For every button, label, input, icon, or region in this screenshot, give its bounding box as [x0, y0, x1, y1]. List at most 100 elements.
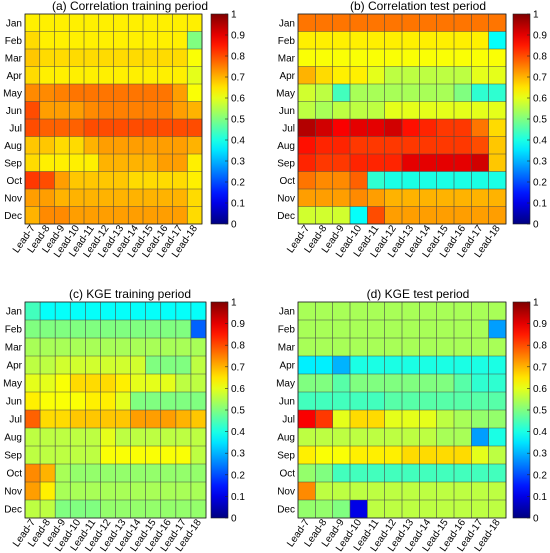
heatmap-cell — [384, 31, 403, 50]
heatmap-cell — [175, 428, 192, 447]
heatmap-cell — [130, 392, 146, 411]
y-tick-label: Dec — [4, 211, 22, 222]
heatmap-cell — [70, 500, 86, 519]
heatmap-cell — [488, 31, 507, 50]
heatmap-cell — [298, 446, 316, 465]
heatmap-cell — [187, 66, 203, 85]
heatmap-cell — [350, 14, 368, 32]
heatmap-cell — [471, 446, 489, 465]
y-tick-label: Jan — [279, 307, 295, 318]
y-tick-label: Mar — [5, 53, 23, 64]
heatmap-cell — [145, 302, 162, 321]
heatmap-cell — [367, 302, 385, 321]
heatmap-cell — [419, 464, 437, 483]
heatmap-cell — [100, 320, 116, 339]
heatmap-cell — [190, 464, 207, 483]
heatmap-cell — [130, 338, 146, 357]
heatmap-cell — [298, 206, 316, 225]
y-tick-label: Jun — [279, 106, 295, 117]
colorbar-tick-label: 0.2 — [231, 470, 245, 481]
heatmap-cell — [55, 356, 71, 375]
y-tick-label: Aug — [277, 141, 295, 152]
heatmap-cell — [332, 374, 351, 393]
heatmap-cell — [419, 446, 437, 465]
heatmap-cell — [402, 49, 420, 67]
heatmap-cell — [367, 14, 385, 32]
heatmap-cell — [39, 84, 55, 102]
heatmap-cell — [128, 206, 144, 225]
heatmap-cell — [471, 14, 489, 32]
heatmap-cell — [315, 66, 333, 85]
heatmap-cell — [298, 392, 316, 411]
colorbar-tick-label: 0.6 — [231, 384, 245, 395]
heatmap-cell — [454, 374, 472, 393]
heatmap-cell — [419, 136, 437, 155]
heatmap-cell — [69, 31, 85, 50]
heatmap-cell — [130, 374, 146, 393]
heatmap-cell — [350, 500, 368, 519]
heatmap-cell — [454, 356, 472, 375]
heatmap-cell — [84, 14, 100, 32]
heatmap-cell — [113, 14, 129, 32]
heatmap-cell — [454, 136, 472, 155]
y-tick-label: Mar — [278, 343, 296, 354]
heatmap-cell — [367, 464, 385, 483]
heatmap-cell — [488, 500, 507, 519]
heatmap-cell — [350, 136, 368, 155]
heatmap-cell — [350, 66, 368, 85]
heatmap-cell — [436, 464, 455, 483]
heatmap-cell — [70, 464, 86, 483]
heatmap-cell — [157, 136, 173, 155]
heatmap-cell — [488, 320, 507, 339]
heatmap-cell — [436, 428, 455, 447]
heatmap-cell — [419, 31, 437, 50]
heatmap-cell — [384, 101, 403, 120]
heatmap-cell — [130, 500, 146, 519]
heatmap-cell — [115, 500, 131, 519]
heatmap-cell — [436, 101, 455, 120]
heatmap-cell — [402, 356, 420, 375]
colorbar-tick-label: 0.6 — [533, 94, 547, 105]
heatmap-cell — [143, 49, 159, 67]
heatmap-cell — [143, 154, 159, 172]
heatmap-cell — [187, 136, 203, 155]
heatmap-cell — [100, 392, 116, 411]
heatmap-cell — [98, 206, 114, 225]
heatmap-cell — [160, 500, 177, 519]
heatmap-cell — [128, 136, 144, 155]
heatmap-cell — [25, 101, 41, 120]
panel-title: (a) Correlation training period — [52, 0, 208, 13]
heatmap-cell — [419, 49, 437, 67]
heatmap-cell — [350, 84, 368, 102]
heatmap-cell — [190, 428, 207, 447]
heatmap-cell — [54, 101, 70, 120]
heatmap-cell — [25, 49, 41, 67]
heatmap-cell — [436, 84, 455, 102]
heatmap-cell — [454, 101, 472, 120]
heatmap-cell — [471, 171, 489, 190]
heatmap-cell — [100, 374, 116, 393]
heatmap-cell — [143, 136, 159, 155]
heatmap-cell — [128, 154, 144, 172]
heatmap-cell — [488, 136, 507, 155]
heatmap-cell — [298, 136, 316, 155]
heatmap-cell — [157, 66, 173, 85]
panel-title: (c) KGE training period — [69, 287, 191, 301]
colorbar-tick-label: 1 — [231, 10, 237, 21]
heatmap-cell — [160, 392, 177, 411]
heatmap-cell — [488, 464, 507, 483]
heatmap-cell — [54, 206, 70, 225]
heatmap-cell — [160, 428, 177, 447]
heatmap-cell — [315, 500, 333, 519]
heatmap-cell — [471, 49, 489, 67]
heatmap-panel-3: (c) KGE training period Jan Feb Mar Apr May Ju… — [3, 287, 245, 553]
heatmap-cell — [160, 482, 177, 501]
heatmap-cell — [84, 171, 100, 190]
heatmap-cell — [145, 374, 162, 393]
heatmap-cell — [315, 119, 333, 137]
heatmap-cell — [160, 356, 177, 375]
heatmap-cell — [471, 464, 489, 483]
heatmap-cell — [471, 189, 489, 207]
heatmap-cell — [436, 14, 455, 32]
heatmap-cell — [130, 446, 146, 465]
